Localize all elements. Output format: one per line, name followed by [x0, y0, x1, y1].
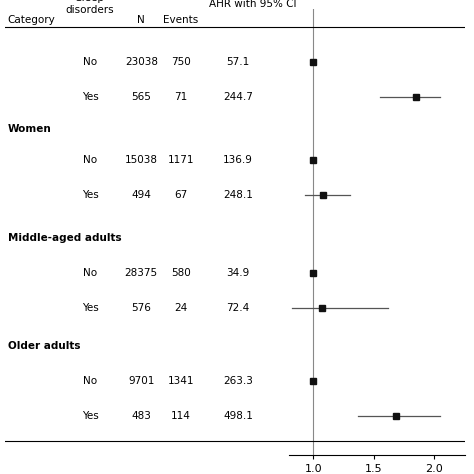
Text: No: No: [83, 376, 97, 386]
Text: 24: 24: [174, 303, 188, 313]
Text: 248.1: 248.1: [223, 191, 253, 201]
Text: 57.1: 57.1: [226, 57, 250, 67]
Text: Yes: Yes: [82, 191, 99, 201]
Text: 580: 580: [171, 268, 191, 278]
Text: 1171: 1171: [168, 155, 194, 165]
Text: 498.1: 498.1: [223, 411, 253, 421]
Text: 15038: 15038: [125, 155, 158, 165]
Text: 750: 750: [171, 57, 191, 67]
Text: Yes: Yes: [82, 411, 99, 421]
Text: No: No: [83, 57, 97, 67]
Text: 28375: 28375: [125, 268, 158, 278]
Text: 263.3: 263.3: [223, 376, 253, 386]
Text: Yes: Yes: [82, 303, 99, 313]
Text: 23038: 23038: [125, 57, 158, 67]
Text: 34.9: 34.9: [226, 268, 250, 278]
Text: 136.9: 136.9: [223, 155, 253, 165]
Text: Middle-aged adults: Middle-aged adults: [8, 233, 121, 243]
Text: Category: Category: [8, 15, 55, 25]
Text: 9701: 9701: [128, 376, 155, 386]
Text: Women: Women: [8, 124, 51, 134]
Text: Older adults: Older adults: [8, 341, 80, 351]
Text: 67: 67: [174, 191, 188, 201]
Text: Sleep
disorders: Sleep disorders: [66, 0, 114, 15]
Text: 483: 483: [131, 411, 151, 421]
Text: 576: 576: [131, 303, 151, 313]
Text: 244.7: 244.7: [223, 92, 253, 102]
Text: 72.4: 72.4: [226, 303, 250, 313]
Text: 1341: 1341: [168, 376, 194, 386]
Text: AHR with 95% CI: AHR with 95% CI: [209, 0, 297, 9]
Text: Yes: Yes: [82, 92, 99, 102]
Text: 114: 114: [171, 411, 191, 421]
Text: No: No: [83, 268, 97, 278]
Text: No: No: [83, 155, 97, 165]
Text: Events: Events: [164, 15, 199, 25]
Text: 71: 71: [174, 92, 188, 102]
Text: N: N: [137, 15, 145, 25]
Text: 565: 565: [131, 92, 151, 102]
Text: 494: 494: [131, 191, 151, 201]
